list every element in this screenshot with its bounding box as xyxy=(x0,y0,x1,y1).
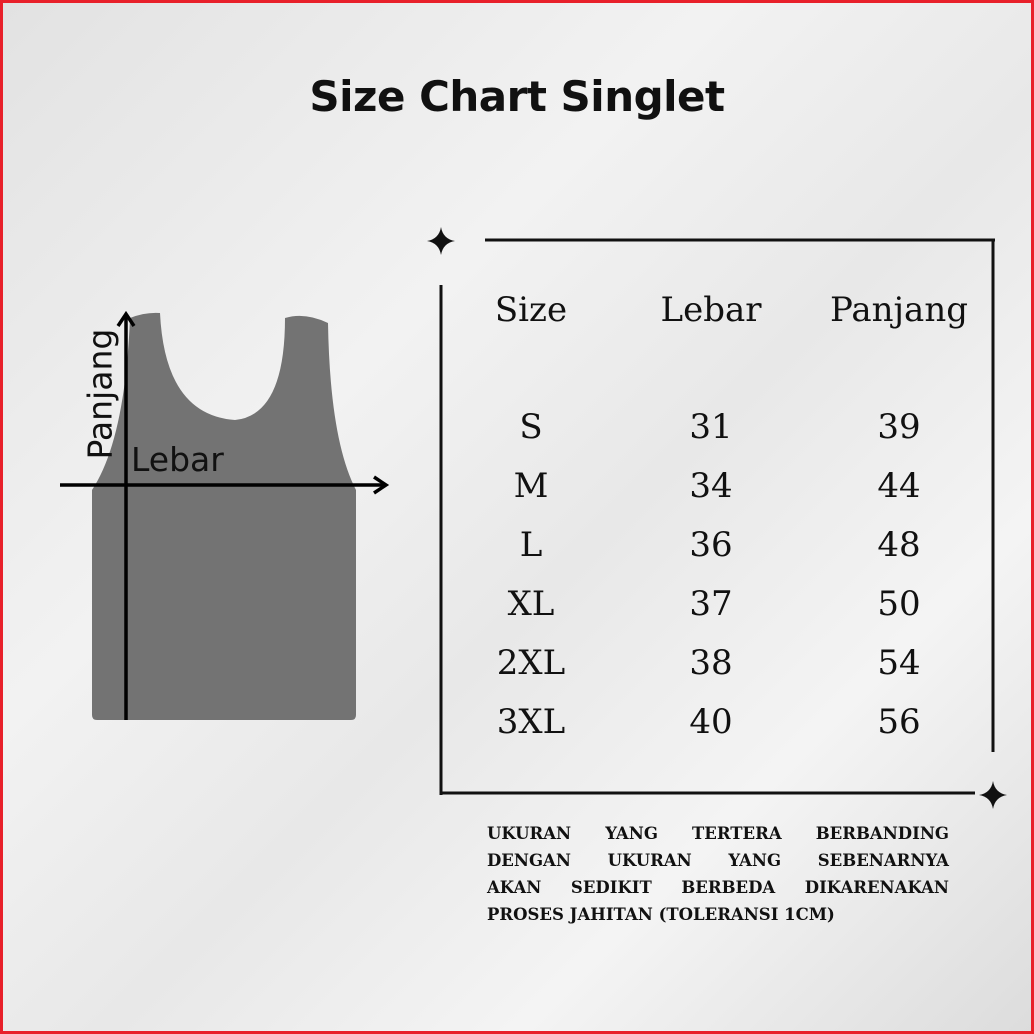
panjang-label: Panjang xyxy=(80,328,120,460)
cell-size: 3XL xyxy=(496,702,566,742)
cell-lebar: 37 xyxy=(689,584,733,624)
cell-size: L xyxy=(519,525,543,565)
cell-size: S xyxy=(519,407,543,447)
panjang-arrowhead-icon xyxy=(116,310,136,327)
cell-panjang: 39 xyxy=(877,407,921,447)
cell-size: XL xyxy=(507,584,555,624)
sparkle-icon xyxy=(979,781,1007,809)
note-line: UKURAN YANG TERTERA BERBANDING xyxy=(487,824,949,843)
cell-lebar: 31 xyxy=(689,407,733,447)
lebar-label: Lebar xyxy=(131,440,224,479)
singlet-shape xyxy=(92,312,356,720)
lebar-arrowhead-icon xyxy=(373,475,390,495)
note-line: PROSES JAHITAN (TOLERANSI 1CM) xyxy=(487,905,835,924)
cell-panjang: 50 xyxy=(877,584,921,624)
cell-lebar: 34 xyxy=(689,466,733,506)
page-title: Size Chart Singlet xyxy=(309,72,725,121)
cell-lebar: 38 xyxy=(689,643,733,683)
cell-panjang: 56 xyxy=(877,702,921,742)
cell-panjang: 44 xyxy=(877,466,921,506)
header-lebar: Lebar xyxy=(660,290,762,330)
cell-size: 2XL xyxy=(496,643,566,683)
header-panjang: Panjang xyxy=(830,290,968,330)
sparkle-icon xyxy=(427,227,455,255)
cell-panjang: 54 xyxy=(877,643,921,683)
cell-lebar: 36 xyxy=(689,525,733,565)
cell-panjang: 48 xyxy=(877,525,921,565)
tolerance-note: UKURAN YANG TERTERA BERBANDING DENGAN UK… xyxy=(487,820,949,928)
note-line: DENGAN UKURAN YANG SEBENARNYA xyxy=(487,851,949,870)
header-size: Size xyxy=(494,290,568,330)
cell-lebar: 40 xyxy=(689,702,733,742)
note-line: AKAN SEDIKIT BERBEDA DIKARENAKAN xyxy=(487,878,949,897)
cell-size: M xyxy=(513,466,549,506)
